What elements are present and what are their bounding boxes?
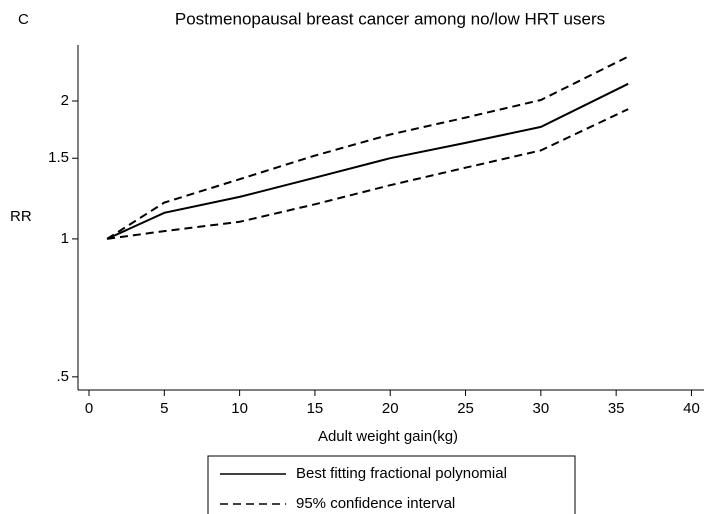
series-line [106, 55, 629, 240]
y-axis-label: RR [10, 208, 32, 225]
x-tick-label: 20 [382, 400, 399, 417]
legend-box [207, 455, 576, 514]
x-tick-label: 25 [457, 400, 474, 417]
x-tick-label: 15 [307, 400, 324, 417]
series-line [106, 82, 629, 240]
x-tick-label: 30 [533, 400, 550, 417]
x-tick-label: 5 [160, 400, 168, 417]
chart-title: Postmenopausal breast cancer among no/lo… [175, 9, 605, 28]
y-tick-label: 1 [61, 230, 69, 247]
series-line [106, 108, 629, 240]
x-axis-label: Adult weight gain(kg) [318, 428, 458, 445]
legend-label: 95% confidence interval [296, 495, 455, 512]
y-tick-label: .5 [56, 368, 69, 385]
x-tick-label: 35 [608, 400, 625, 417]
panel-label: C [18, 11, 29, 28]
x-tick-label: 0 [85, 400, 93, 417]
legend-label: Best fitting fractional polynomial [296, 465, 507, 482]
x-tick-label: 10 [231, 400, 248, 417]
y-tick-label: 1.5 [48, 149, 69, 166]
x-tick-label: 40 [683, 400, 700, 417]
y-tick-label: 2 [61, 92, 69, 109]
